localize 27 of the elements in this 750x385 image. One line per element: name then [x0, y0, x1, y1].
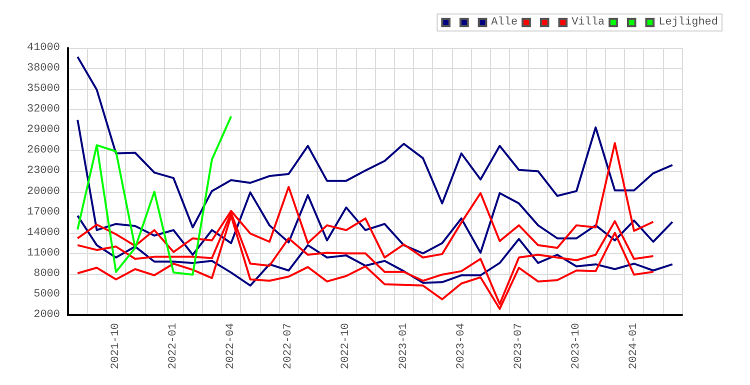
- x-tick-label: 2023-07: [512, 323, 525, 370]
- y-tick-label: 41000: [26, 42, 60, 54]
- y-tick-label: 14000: [26, 226, 60, 239]
- legend-label: Villa: [572, 16, 605, 28]
- x-tick-label: 2023-10: [570, 323, 582, 370]
- y-tick-label: 26000: [26, 144, 60, 157]
- x-tick-label: 2022-10: [340, 323, 352, 370]
- y-tick-label: 5000: [34, 288, 60, 300]
- y-tick-label: 11000: [26, 247, 60, 260]
- x-tick-label: 2023-04: [455, 322, 468, 370]
- y-tick-label: 29000: [26, 124, 60, 136]
- y-tick-label: 23000: [26, 165, 60, 178]
- x-tick-label: 2021-10: [110, 323, 122, 370]
- x-tick-label: 2022-01: [168, 322, 180, 370]
- y-tick-label: 32000: [26, 104, 60, 116]
- x-tick-label: 2023-01: [398, 322, 410, 370]
- x-tick-label: 2022-04: [225, 322, 238, 370]
- y-tick-label: 20000: [26, 186, 60, 198]
- y-tick-label: 17000: [26, 206, 60, 218]
- y-tick-label: 8000: [34, 268, 60, 280]
- y-tick-label: 35000: [26, 83, 60, 96]
- y-tick-label: 38000: [26, 62, 60, 75]
- x-tick-label: 2022-07: [282, 323, 295, 370]
- y-tick-label: 2000: [34, 309, 60, 321]
- x-tick-label: 2024-01: [628, 322, 640, 370]
- legend-label: Alle: [491, 16, 518, 28]
- legend-label: Lejlighed: [658, 16, 718, 28]
